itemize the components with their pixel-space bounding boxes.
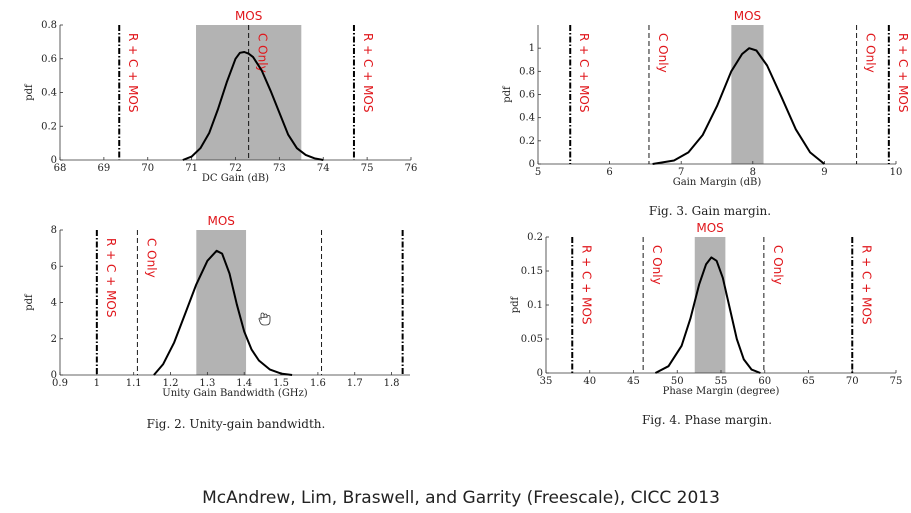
reference-line-label: C Only: [771, 245, 785, 285]
x-axis-label: Unity Gain Bandwidth (GHz): [162, 388, 308, 399]
y-tick-label: 0.2: [519, 136, 535, 147]
reference-line-label: C Only: [144, 238, 158, 278]
reference-line-label: C Only: [256, 33, 270, 73]
x-tick-label: 1.1: [126, 378, 142, 389]
x-tick-label: 45: [627, 376, 640, 387]
x-tick-label: 1.6: [310, 378, 326, 389]
reference-line-label: R + C + MOS: [577, 33, 591, 113]
y-tick-label: 0.6: [41, 54, 57, 65]
x-tick-label: 55: [715, 376, 728, 387]
x-tick-label: 50: [671, 376, 684, 387]
reference-line-label: R + C + MOS: [579, 245, 593, 325]
pdf-curve: [182, 51, 324, 161]
phase-margin-chart: MOS 35 40 45 50 55 60 65 70 75 0 0.05 0.1 0.15 0.2 Phas…: [510, 221, 902, 397]
y-tick-label: 0.2: [41, 121, 57, 132]
x-tick-label: 70: [141, 163, 154, 174]
y-tick-label: 0.8: [41, 20, 57, 31]
y-tick-label: 0: [537, 368, 543, 379]
y-tick-label: 0.4: [519, 113, 535, 124]
mos-band: [731, 25, 764, 164]
mos-band-label: MOS: [235, 9, 262, 23]
x-tick-label: 72: [229, 163, 242, 174]
y-tick-label: 8: [51, 225, 57, 236]
pdf-curve: [652, 47, 826, 165]
reference-line-label: R + C + MOS: [859, 245, 873, 325]
x-tick-label: 75: [890, 376, 903, 387]
y-tick-label: 1: [529, 43, 535, 54]
reference-line-label: C Only: [650, 245, 664, 285]
y-tick-label: 6: [51, 261, 57, 272]
hand-cursor-icon: [258, 312, 271, 326]
mos-band-label: MOS: [207, 214, 234, 228]
x-tick-label: 65: [802, 376, 815, 387]
y-tick-label: 4: [51, 298, 57, 309]
reference-line-label: C Only: [864, 33, 878, 73]
reference-line-label: C Only: [656, 33, 670, 73]
y-axis-label: pdf: [510, 295, 521, 313]
reference-line-label: R + C + MOS: [104, 238, 118, 318]
caption-fig-3: Fig. 3. Gain margin.: [649, 204, 771, 218]
dc-gain-chart: MOS 68 69 70 71 72 73 74 75 76 0 0.2 0.4 0.6 0.8 DC Gai…: [24, 9, 417, 184]
x-tick-label: 5: [535, 167, 541, 178]
x-tick-label: 71: [185, 163, 198, 174]
y-tick-label: 0.4: [41, 88, 57, 99]
y-tick-label: 0: [51, 370, 57, 381]
x-tick-label: 73: [273, 163, 286, 174]
y-tick-label: 0.05: [521, 334, 543, 345]
pdf-curve: [654, 256, 761, 374]
x-tick-label: 68: [54, 163, 67, 174]
caption-fig-2: Fig. 2. Unity-gain bandwidth.: [147, 417, 326, 431]
mos-band: [196, 230, 247, 375]
y-tick-label: 0.6: [519, 90, 535, 101]
pdf-curve: [153, 249, 293, 376]
unity-gain-bandwidth-chart: MOS 0.9 1 1.1 1.2 1.3 1.4 1.5 1.6 1.7 1.8 0 2 4 6 8 Unit…: [24, 214, 410, 399]
source-footer: McAndrew, Lim, Braswell, and Garrity (Fr…: [202, 488, 720, 508]
y-tick-label: 0: [529, 159, 535, 170]
x-tick-label: 1.7: [347, 378, 363, 389]
x-tick-label: 35: [540, 376, 553, 387]
mos-band-label: MOS: [734, 9, 761, 23]
x-tick-label: 40: [583, 376, 596, 387]
reference-line-label: R + C + MOS: [361, 33, 375, 113]
x-tick-label: 6: [606, 167, 612, 178]
y-tick-label: 0: [51, 155, 57, 166]
x-tick-label: 1: [94, 378, 100, 389]
x-tick-label: 70: [846, 376, 859, 387]
x-tick-label: 8: [750, 167, 756, 178]
x-tick-label: 1.2: [163, 378, 179, 389]
x-axis-label: DC Gain (dB): [202, 173, 269, 184]
x-tick-label: 10: [890, 167, 903, 178]
caption-fig-4: Fig. 4. Phase margin.: [642, 413, 772, 427]
x-tick-label: 74: [317, 163, 330, 174]
x-tick-label: 1.5: [273, 378, 289, 389]
x-tick-label: 1.3: [199, 378, 215, 389]
x-tick-label: 1.8: [384, 378, 400, 389]
x-tick-label: 75: [361, 163, 374, 174]
x-tick-label: 1.4: [236, 378, 252, 389]
y-axis-label: pdf: [24, 83, 35, 101]
x-tick-label: 0.9: [52, 378, 68, 389]
x-tick-label: 60: [758, 376, 771, 387]
y-axis-label: pdf: [502, 85, 513, 103]
x-axis-label: Gain Margin (dB): [673, 177, 762, 188]
x-tick-label: 9: [821, 167, 827, 178]
y-tick-label: 2: [51, 334, 57, 345]
x-tick-label: 76: [405, 163, 418, 174]
gain-margin-chart: MOS 5 6 7 8 9 10 0 0.2 0.4 0.6 0.8 1 Gain Margin (dB)…: [502, 9, 910, 188]
x-axis-label: Phase Margin (degree): [663, 386, 780, 397]
y-tick-label: 0.1: [527, 300, 543, 311]
y-tick-label: 0.15: [521, 266, 543, 277]
y-axis-label: pdf: [24, 293, 35, 311]
reference-line-label: R + C + MOS: [896, 33, 910, 113]
x-tick-label: 69: [98, 163, 111, 174]
mos-band-label: MOS: [696, 221, 723, 235]
reference-line-label: R + C + MOS: [126, 33, 140, 113]
y-tick-label: 0.2: [527, 232, 543, 243]
x-tick-label: 7: [678, 167, 684, 178]
y-tick-label: 0.8: [519, 66, 535, 77]
mos-band: [694, 237, 726, 373]
